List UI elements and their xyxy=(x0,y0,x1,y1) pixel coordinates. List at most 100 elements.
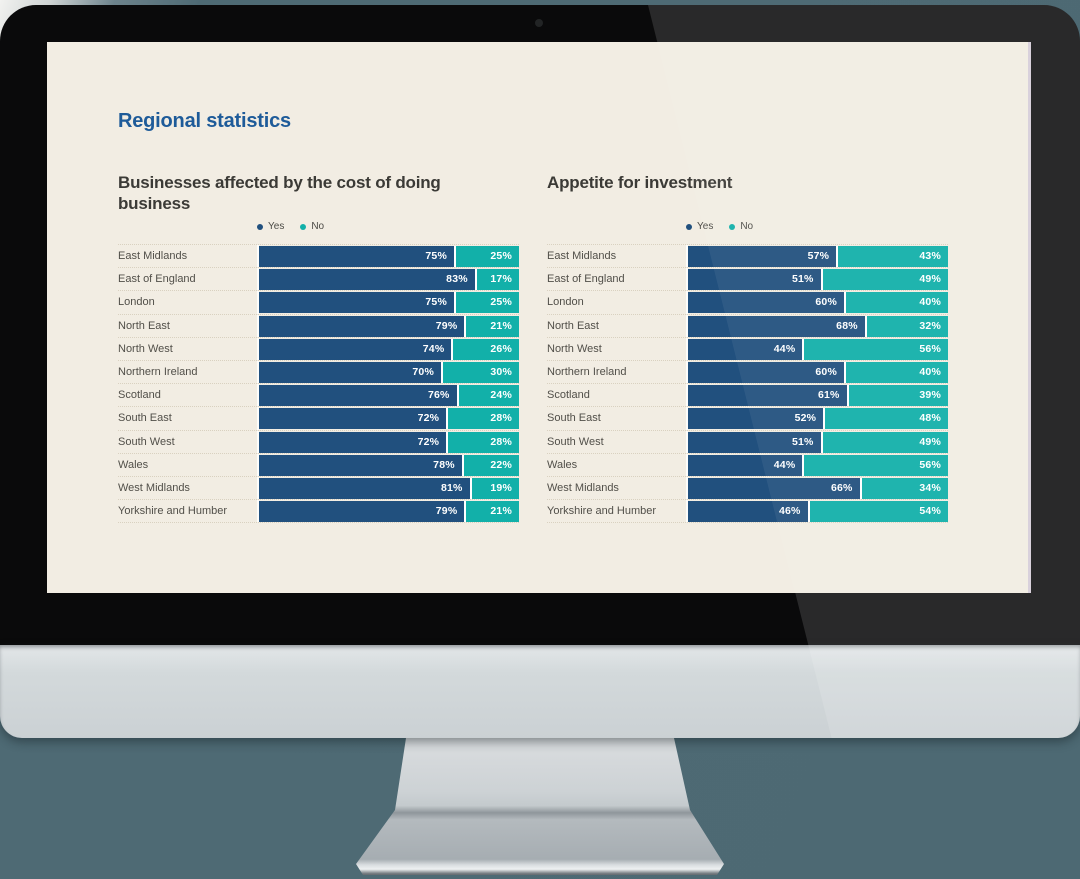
chart-row: London 60% 40% xyxy=(547,290,948,314)
stacked-bar: 46% 54% xyxy=(686,500,948,523)
yes-dot-icon xyxy=(257,223,263,230)
bar-value: 81% xyxy=(440,481,463,494)
region-label: Wales xyxy=(547,458,578,471)
bar-segment-yes: 44% xyxy=(688,338,803,360)
bar-value: 26% xyxy=(490,342,512,355)
stacked-bar: 68% 32% xyxy=(686,314,948,337)
region-label: North West xyxy=(118,342,173,355)
bar-segment-no: 19% xyxy=(469,477,519,499)
chart-row: North East 68% 32% xyxy=(547,313,948,337)
chart-row: Wales 78% 22% xyxy=(118,452,519,476)
bar-value: 60% xyxy=(815,296,837,309)
bar-segment-no: 26% xyxy=(451,338,519,360)
stacked-bar: 72% 28% xyxy=(257,430,519,453)
legend-label: Yes xyxy=(268,221,285,232)
bar-value: 76% xyxy=(427,389,450,402)
stacked-bar: 44% 56% xyxy=(686,453,948,476)
stacked-bar: 57% 43% xyxy=(686,245,948,268)
region-label: Northern Ireland xyxy=(547,365,627,378)
bar-segment-no: 24% xyxy=(456,385,519,407)
bar-value: 66% xyxy=(830,481,853,494)
bar-segment-no: 28% xyxy=(446,431,519,453)
bar-value: 56% xyxy=(919,342,941,355)
legend-label: No xyxy=(740,221,754,232)
bar-value: 28% xyxy=(490,412,512,425)
bar-value: 25% xyxy=(490,296,512,309)
chart-row: Northern Ireland 70% 30% xyxy=(118,359,519,384)
region-label: Scotland xyxy=(118,389,161,402)
chart-row: East of England 83% 17% xyxy=(118,267,519,291)
region-label: East Midlands xyxy=(118,250,188,262)
bar-segment-yes: 70% xyxy=(259,361,441,383)
bar-value: 54% xyxy=(919,505,941,518)
stacked-bar: 79% 21% xyxy=(257,500,519,523)
legend-label: No xyxy=(311,221,325,232)
chart-row: Yorkshire and Humber 46% 54% xyxy=(547,499,948,523)
chart-row: East Midlands 75% 25% xyxy=(118,244,519,268)
bar-value: 34% xyxy=(919,481,941,494)
bar-segment-no: 30% xyxy=(441,361,519,383)
region-label: Scotland xyxy=(547,389,590,402)
bar-segment-no: 21% xyxy=(464,501,519,523)
region-label: North East xyxy=(118,319,170,332)
legend-item-yes: Yes xyxy=(686,221,713,232)
bar-segment-yes: 60% xyxy=(688,292,844,314)
legend-label: Yes xyxy=(697,221,714,232)
bar-rows: East Midlands 57% 43% East of England 51% 49%… xyxy=(547,244,948,524)
bar-value: 56% xyxy=(919,458,941,471)
stacked-bar: 44% 56% xyxy=(686,337,948,360)
bar-segment-yes: 46% xyxy=(688,501,808,523)
bar-value: 52% xyxy=(794,412,817,425)
region-label: South East xyxy=(547,412,601,425)
region-label: Yorkshire and Humber xyxy=(547,505,657,518)
bar-segment-yes: 76% xyxy=(259,385,457,407)
region-label: East of England xyxy=(547,273,625,286)
bar-segment-yes: 72% xyxy=(259,408,447,430)
stacked-bar: 51% 49% xyxy=(686,268,948,291)
region-label: North West xyxy=(547,342,602,355)
no-dot-icon xyxy=(729,223,736,230)
chart-row: South West 51% 49% xyxy=(547,429,948,453)
legend-item-yes: Yes xyxy=(257,221,284,232)
bar-value: 40% xyxy=(919,365,941,378)
stacked-bar: 70% 30% xyxy=(257,360,519,384)
bar-value: 44% xyxy=(773,342,796,355)
bar-value: 19% xyxy=(490,481,512,494)
chart-row: East Midlands 57% 43% xyxy=(547,244,948,268)
bar-value: 30% xyxy=(490,365,512,378)
bar-value: 28% xyxy=(490,435,512,448)
region-label: South West xyxy=(547,435,604,448)
region-label: Wales xyxy=(118,458,149,471)
bar-value: 24% xyxy=(490,389,512,402)
bar-value: 21% xyxy=(490,319,512,332)
region-label: East Midlands xyxy=(547,250,617,262)
stacked-bar: 75% 25% xyxy=(257,245,519,268)
stacked-bar: 60% 40% xyxy=(686,291,948,314)
stacked-bar: 75% 25% xyxy=(257,291,519,314)
bar-segment-no: 25% xyxy=(454,246,519,267)
chart-row: Northern Ireland 60% 40% xyxy=(547,359,948,384)
bar-segment-no: 56% xyxy=(802,338,948,360)
region-label: Yorkshire and Humber xyxy=(118,505,228,518)
chart-row: Wales 44% 56% xyxy=(547,452,948,476)
chart-row: London 75% 25% xyxy=(118,290,519,314)
bar-value: 60% xyxy=(815,365,837,378)
bar-segment-no: 32% xyxy=(864,315,948,337)
bar-segment-yes: 75% xyxy=(259,246,454,267)
bar-segment-no: 40% xyxy=(844,292,948,314)
chart-row: West Midlands 81% 19% xyxy=(118,475,519,500)
chart-legend: Yes No xyxy=(257,221,324,232)
bar-segment-no: 43% xyxy=(836,246,948,267)
region-label: South West xyxy=(118,435,175,448)
bar-value: 61% xyxy=(817,389,840,402)
stacked-bar: 51% 49% xyxy=(686,430,948,453)
webcam-dot-icon xyxy=(535,19,543,27)
bar-segment-no: 25% xyxy=(454,292,519,314)
stacked-bar: 52% 48% xyxy=(686,407,948,430)
bar-segment-yes: 51% xyxy=(688,269,821,291)
bar-value: 17% xyxy=(490,273,512,286)
bar-segment-yes: 79% xyxy=(259,501,465,523)
region-label: South East xyxy=(118,412,172,425)
region-label: East of England xyxy=(118,273,196,286)
bar-value: 75% xyxy=(425,250,447,262)
